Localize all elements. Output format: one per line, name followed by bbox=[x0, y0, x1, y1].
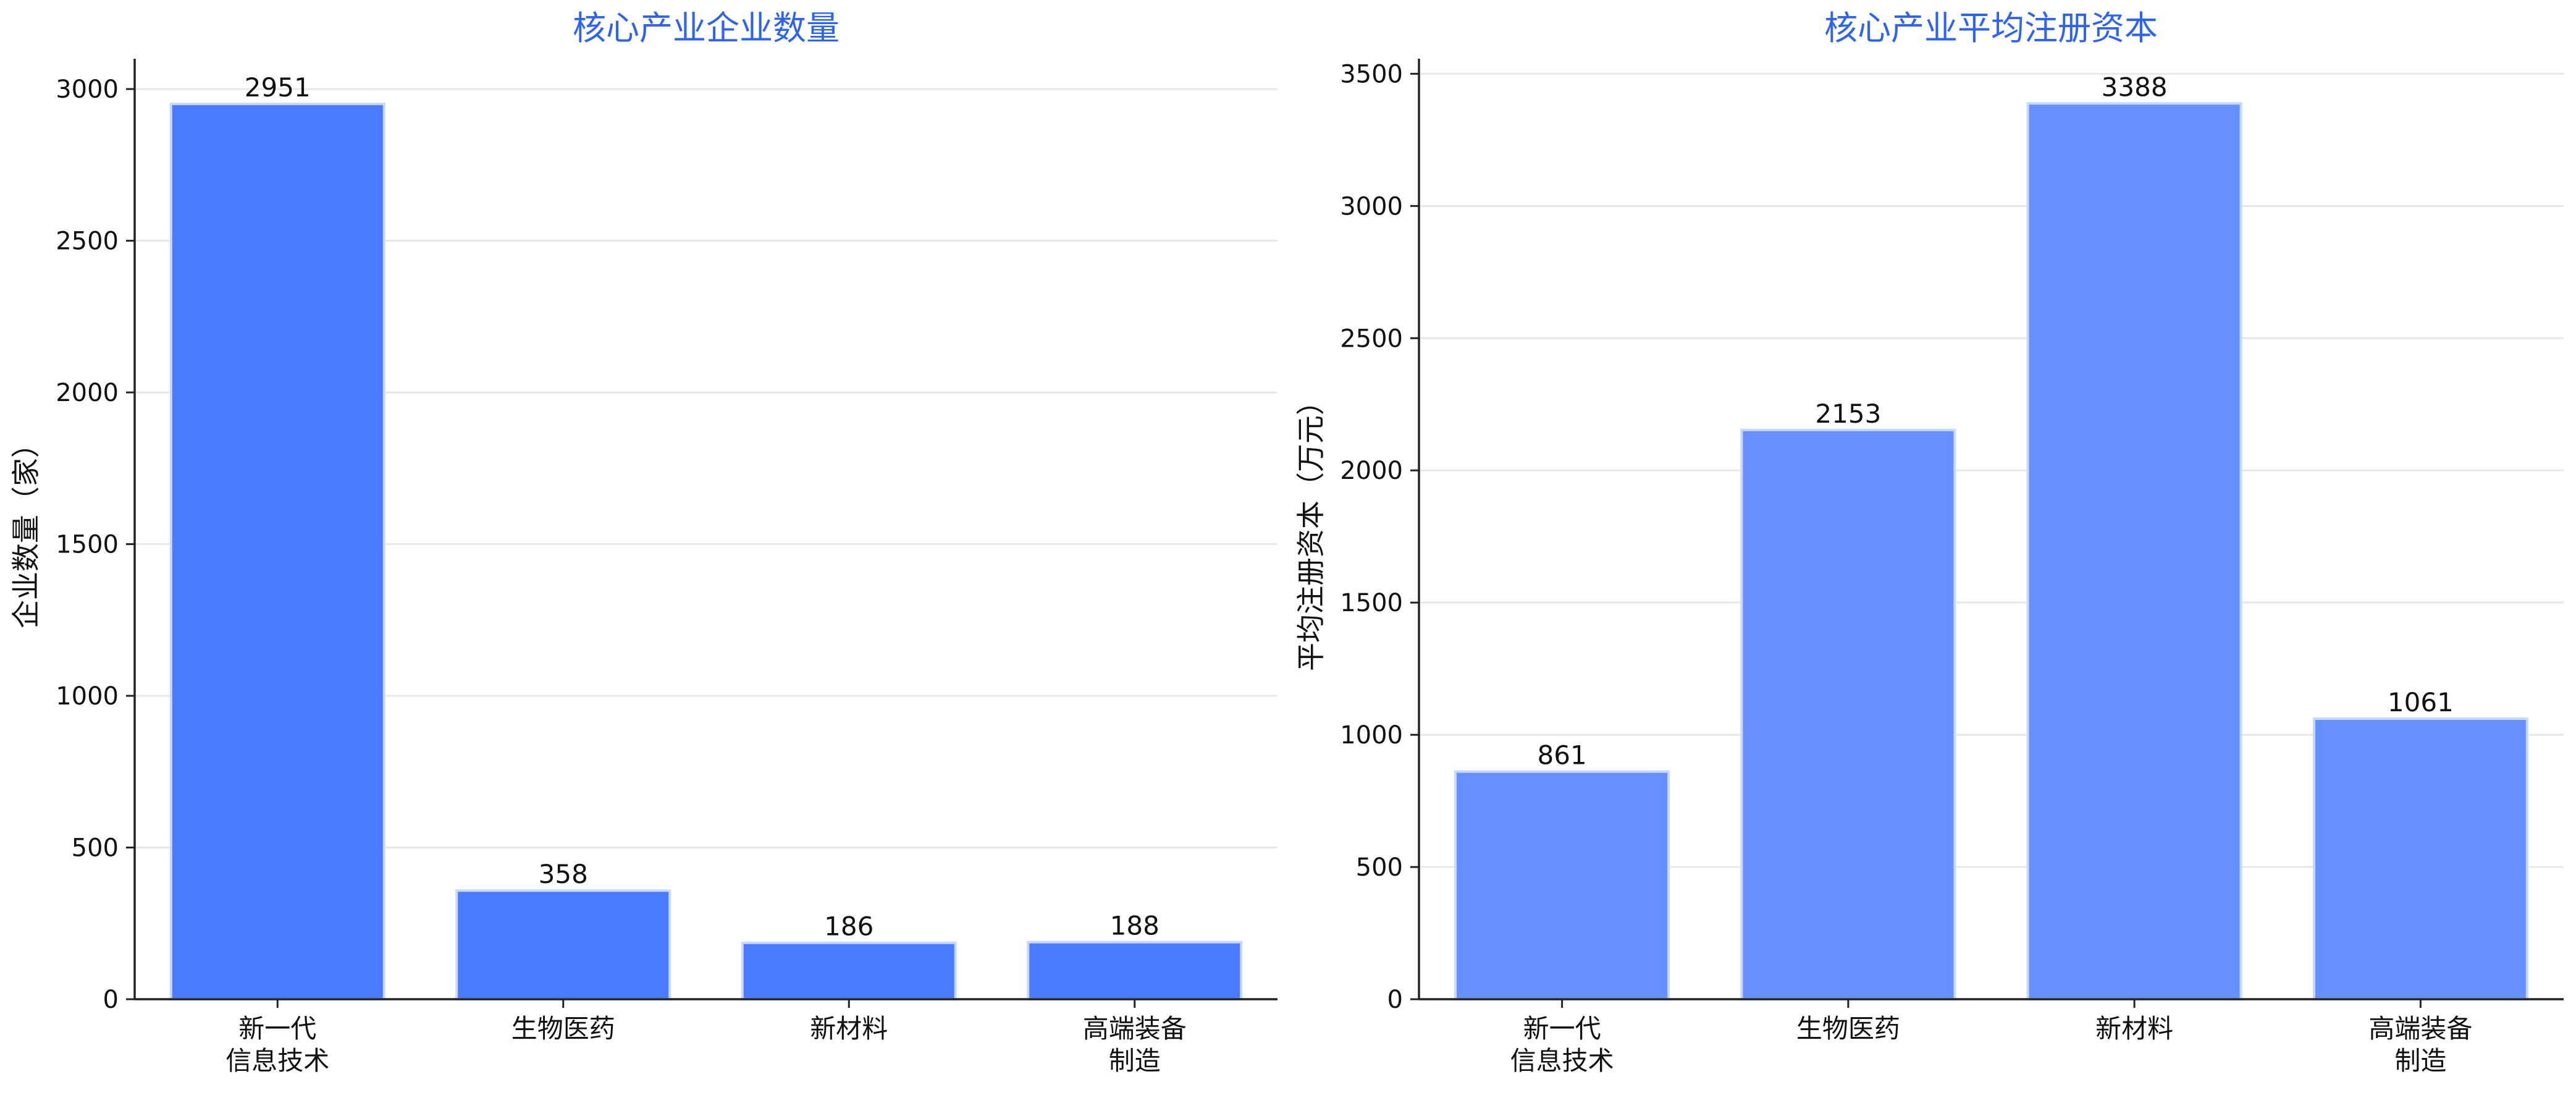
chart-title: 核心产业平均注册资本 bbox=[1824, 9, 2158, 48]
bar bbox=[169, 103, 385, 1001]
y-tick-label: 500 bbox=[72, 834, 119, 863]
y-tick-label: 1500 bbox=[1340, 589, 1403, 617]
x-tick-label: 新一代 bbox=[1523, 1013, 1601, 1044]
data-label: 2153 bbox=[1815, 399, 1881, 429]
y-tick-label: 2500 bbox=[56, 227, 119, 256]
data-label: 188 bbox=[1110, 911, 1160, 941]
bar bbox=[2026, 102, 2242, 1000]
chart-title: 核心产业企业数量 bbox=[573, 9, 840, 48]
data-label: 3388 bbox=[2102, 72, 2168, 102]
x-tick-label: 高端装备 bbox=[2368, 1013, 2472, 1044]
x-tick-label: 生物医药 bbox=[1796, 1013, 1900, 1044]
x-tick-label: 生物医药 bbox=[511, 1013, 615, 1044]
x-tick-label: 新材料 bbox=[2095, 1013, 2173, 1044]
bar bbox=[1740, 428, 1956, 1000]
bar bbox=[1027, 941, 1243, 1001]
y-tick-label: 3000 bbox=[56, 75, 119, 104]
y-axis-label: 平均注册资本（万元） bbox=[1294, 387, 1328, 671]
y-tick-label: 1000 bbox=[1340, 721, 1403, 750]
bar bbox=[1454, 770, 1670, 1001]
y-tick-label: 2000 bbox=[56, 379, 119, 407]
y-tick-label: 3500 bbox=[1340, 60, 1403, 88]
data-label: 186 bbox=[824, 911, 873, 942]
x-tick-label: 信息技术 bbox=[1510, 1046, 1614, 1076]
x-tick-label: 新材料 bbox=[810, 1013, 888, 1044]
bar bbox=[2312, 717, 2528, 1000]
y-tick-label: 1500 bbox=[56, 531, 119, 559]
x-tick-label: 制造 bbox=[1109, 1046, 1161, 1076]
data-label: 861 bbox=[1538, 740, 1587, 771]
y-tick-label: 2500 bbox=[1340, 324, 1403, 353]
y-tick-label: 0 bbox=[1387, 986, 1403, 1014]
data-label: 358 bbox=[539, 859, 588, 889]
x-tick-label: 制造 bbox=[2394, 1046, 2446, 1076]
data-label: 1061 bbox=[2388, 687, 2454, 717]
y-tick-label: 500 bbox=[1356, 853, 1403, 882]
x-tick-label: 新一代 bbox=[238, 1013, 316, 1044]
bar bbox=[741, 941, 957, 1001]
y-tick-label: 1000 bbox=[56, 682, 119, 711]
y-tick-label: 2000 bbox=[1340, 457, 1403, 485]
x-tick-label: 信息技术 bbox=[225, 1046, 329, 1076]
x-tick-label: 高端装备 bbox=[1083, 1013, 1187, 1044]
bar bbox=[455, 889, 671, 1000]
data-label: 2951 bbox=[245, 72, 311, 103]
y-axis-label: 企业数量（家） bbox=[9, 429, 43, 628]
y-tick-label: 3000 bbox=[1340, 192, 1403, 221]
y-tick-label: 0 bbox=[103, 986, 119, 1014]
